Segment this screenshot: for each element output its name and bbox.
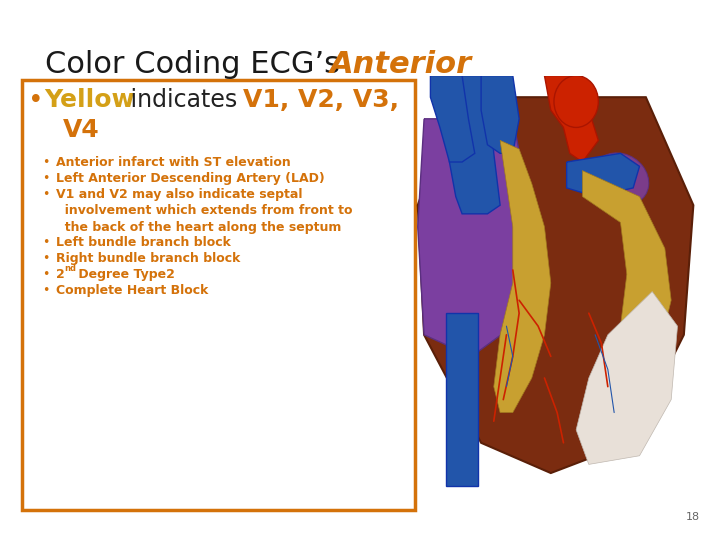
Text: Complete Heart Block: Complete Heart Block (56, 284, 208, 297)
Text: Right bundle branch block: Right bundle branch block (56, 252, 240, 265)
Text: Anterior: Anterior (330, 50, 472, 79)
PathPatch shape (418, 119, 532, 356)
Text: V1 and V2 may also indicate septal
  involvement which extends from front to
  t: V1 and V2 may also indicate septal invol… (56, 188, 353, 234)
Text: Left Anterior Descending Artery (LAD): Left Anterior Descending Artery (LAD) (56, 172, 325, 185)
Text: •: • (42, 236, 50, 249)
Bar (22, 80, 415, 510)
Text: •: • (28, 88, 44, 114)
Text: •: • (42, 284, 50, 297)
Text: V1, V2, V3,: V1, V2, V3, (243, 88, 399, 112)
Text: •: • (42, 268, 50, 281)
PathPatch shape (449, 76, 500, 214)
Text: Yellow: Yellow (44, 88, 135, 112)
PathPatch shape (576, 292, 678, 464)
Text: 18: 18 (686, 512, 700, 522)
Text: •: • (42, 156, 50, 169)
Text: 2: 2 (56, 268, 65, 281)
Text: V4: V4 (63, 118, 100, 142)
PathPatch shape (494, 140, 551, 413)
Text: Degree Type2: Degree Type2 (74, 268, 175, 281)
Ellipse shape (593, 153, 649, 206)
Text: Left bundle branch block: Left bundle branch block (56, 236, 231, 249)
PathPatch shape (481, 76, 519, 153)
PathPatch shape (418, 97, 693, 473)
Text: •: • (42, 172, 50, 185)
Text: •: • (42, 188, 50, 201)
PathPatch shape (544, 76, 598, 162)
PathPatch shape (431, 76, 474, 162)
Bar (446, 313, 478, 486)
Ellipse shape (554, 76, 598, 127)
PathPatch shape (582, 171, 671, 387)
Text: nd: nd (64, 264, 76, 273)
Text: Anterior infarct with ST elevation: Anterior infarct with ST elevation (56, 156, 291, 169)
Text: indicates: indicates (123, 88, 245, 112)
Text: Color Coding ECG’s: Color Coding ECG’s (45, 50, 350, 79)
PathPatch shape (567, 153, 639, 197)
Text: •: • (42, 252, 50, 265)
